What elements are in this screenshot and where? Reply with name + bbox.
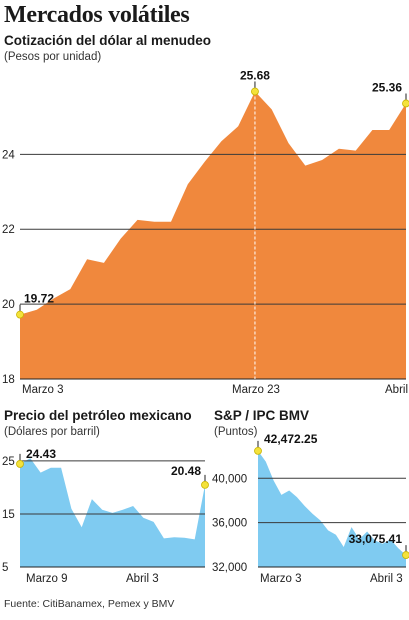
oil-y-tick-label: 25 <box>2 456 15 468</box>
ipc-y-tick-label: 32,000 <box>212 562 247 574</box>
oil-chart-subtitle: (Dólares por barril) <box>4 426 100 438</box>
dollar-y-tick-label: 20 <box>2 299 15 311</box>
oil-x-tick-label: Abril 3 <box>126 573 159 585</box>
dollar-chart-title: Cotización del dólar al menudeo <box>4 33 212 48</box>
ipc-marker <box>402 551 409 559</box>
ipc-area <box>258 450 406 567</box>
oil-x-tick-label: Marzo 9 <box>26 573 68 585</box>
oil-chart-title: Precio del petróleo mexicano <box>4 408 192 423</box>
oil-data-label: 24.43 <box>26 447 56 461</box>
ipc-chart-subtitle: (Puntos) <box>214 426 258 438</box>
source-note: Fuente: CitiBanamex, Pemex y BMV <box>4 598 175 610</box>
dollar-y-tick-label: 22 <box>2 224 15 236</box>
ipc-x-tick-label: Abril 3 <box>370 573 403 585</box>
dollar-data-label: 25.68 <box>240 68 270 82</box>
dollar-marker <box>402 99 409 108</box>
dollar-x-tick-label: Marzo 3 <box>22 384 64 396</box>
ipc-y-tick-label: 36,000 <box>212 518 247 530</box>
ipc-data-label: 42,472.25 <box>264 432 318 446</box>
ipc-y-tick-label: 40,000 <box>212 473 247 485</box>
dollar-chart-subtitle: (Pesos por unidad) <box>4 51 102 63</box>
dollar-x-tick-label: Marzo 23 <box>232 384 280 396</box>
page-title: Mercados volátiles <box>4 2 190 28</box>
dollar-y-tick-label: 24 <box>2 149 15 161</box>
dollar-area <box>20 91 406 379</box>
ipc-chart-title: S&P / IPC BMV <box>214 408 310 423</box>
dollar-marker <box>251 87 259 96</box>
ipc-marker <box>254 446 262 455</box>
dollar-x-tick-label: Abril 3 <box>385 384 409 396</box>
oil-data-label: 20.48 <box>171 464 201 478</box>
oil-marker <box>16 460 24 468</box>
dollar-data-label: 19.72 <box>24 292 54 306</box>
dollar-data-label: 25.36 <box>372 80 402 94</box>
oil-area <box>20 458 205 567</box>
oil-y-tick-label: 5 <box>2 562 8 574</box>
ipc-x-tick-label: Marzo 3 <box>260 573 302 585</box>
ipc-data-label: 33,075.41 <box>349 532 403 546</box>
oil-marker <box>201 480 209 489</box>
dollar-marker <box>16 310 24 319</box>
oil-y-tick-label: 15 <box>2 509 15 521</box>
dollar-y-tick-label: 18 <box>2 374 15 386</box>
